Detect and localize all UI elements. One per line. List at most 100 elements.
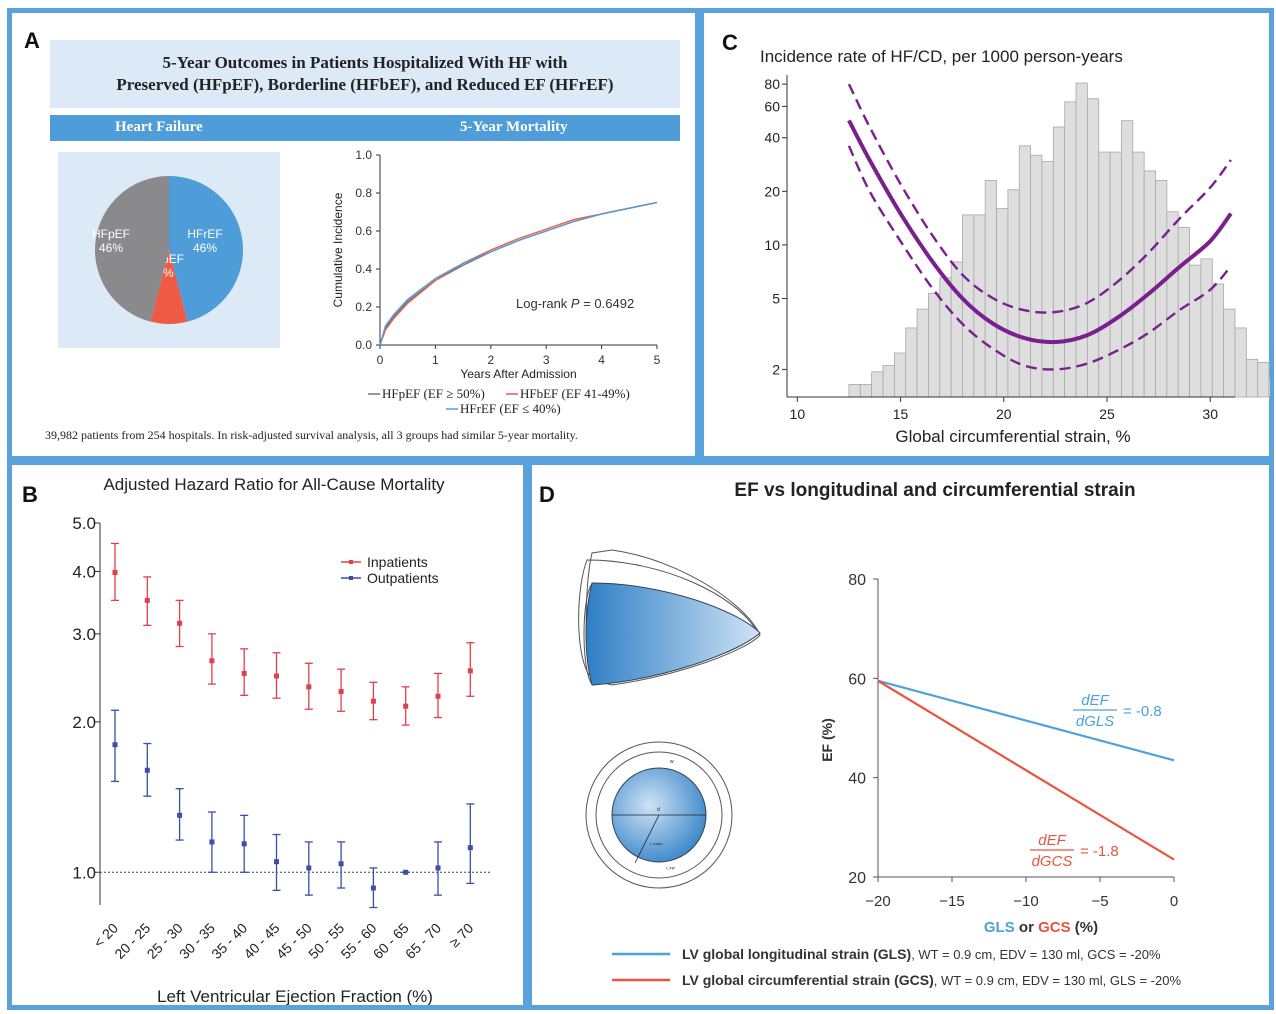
panel-a-header-left: Heart Failure — [115, 119, 203, 135]
c-hist-bar — [1223, 308, 1236, 398]
d-x-tick-label: −20 — [865, 893, 890, 910]
c-hist-bar — [996, 208, 1009, 398]
panel-c-letter: C — [722, 30, 738, 55]
b-point-outpatients — [112, 742, 118, 748]
a-y-tick-label: 0.8 — [355, 186, 372, 200]
c-hist-bar — [1098, 151, 1111, 398]
c-y-tick-label: 10 — [764, 237, 780, 253]
c-y-tick-label: 5 — [772, 291, 780, 307]
c-hist-bar — [973, 214, 986, 398]
d-slope-denominator-0: dGLS — [1076, 713, 1114, 730]
c-hist-bar — [893, 352, 907, 398]
d-slope-denominator-1: dGCS — [1032, 853, 1073, 870]
diameter-label: d — [657, 807, 660, 813]
c-hist-bar — [882, 365, 895, 398]
a-legend-label-2: HFrEF (EF ≤ 40%) — [460, 401, 561, 416]
c-hist-bar — [1086, 98, 1100, 398]
c-hist-bar — [1245, 358, 1259, 398]
c-hist-bar — [1234, 327, 1247, 398]
b-y-tick-label: 2.0 — [72, 713, 96, 732]
b-y-tick-label: 1.0 — [72, 863, 96, 882]
c-hist-bar — [928, 292, 941, 398]
panel-a-letter: A — [24, 28, 40, 53]
panel-b-letter: B — [22, 482, 38, 507]
c-x-tick-label: 10 — [790, 406, 806, 422]
a-y-tick-label: 0.4 — [355, 262, 372, 276]
b-x-axis-label: Left Ventricular Ejection Fraction (%) — [157, 987, 433, 1005]
a-x-tick-label: 5 — [654, 353, 661, 367]
c-x-tick-label: 30 — [1202, 406, 1218, 422]
c-hist-bar — [1189, 264, 1202, 398]
panel-a-title-line2: Preserved (HFpEF), Borderline (HFbEF), a… — [116, 75, 614, 94]
c-hist-bar — [1257, 362, 1270, 398]
a-x-axis-label: Years After Admission — [460, 367, 576, 381]
c-hist-bar — [1166, 211, 1179, 398]
a-legend-label-1: HFbEF (EF 41-49%) — [520, 386, 630, 401]
b-point-inpatients — [274, 673, 279, 679]
d-y-tick-label: 60 — [848, 671, 866, 688]
c-curve-estimate — [847, 119, 1233, 345]
a-y-tick-label: 1.0 — [355, 148, 372, 162]
panel-c-frame — [699, 8, 1274, 461]
panel-a-title: 5-Year Outcomes in Patients Hospitalized… — [50, 40, 680, 108]
c-y-tick-label: 80 — [764, 76, 780, 92]
b-point-outpatients — [370, 885, 376, 891]
c-hist-bar — [848, 384, 861, 398]
b-point-inpatients — [241, 670, 247, 676]
c-hist-bar — [1064, 101, 1077, 398]
d-y-tick-label: 40 — [848, 771, 866, 788]
b-x-tick-label: 65 - 70 — [402, 920, 444, 962]
b-point-outpatients — [177, 812, 183, 818]
pie-label-hfpef: HFpEF — [92, 227, 130, 241]
d-slope-numerator-1: dEF — [1038, 832, 1066, 849]
panel-b-frame — [7, 460, 528, 1010]
b-title: Adjusted Hazard Ratio for All-Cause Mort… — [103, 475, 445, 494]
d-y-tick-label: 80 — [848, 572, 866, 589]
panel-d-letter: D — [539, 482, 555, 507]
b-point-inpatients — [467, 668, 473, 674]
pie-slice-hfref — [169, 176, 243, 322]
c-x-tick-label: 20 — [996, 406, 1012, 422]
d-x-tick-label: −5 — [1091, 893, 1108, 910]
panel-a-footnote: 39,982 patients from 254 hospitals. In r… — [45, 428, 578, 442]
a-series-line-1 — [379, 201, 658, 346]
cumulative-incidence-chart: 0.0 0.2 0.4 0.6 0.8 1.0 0 1 2 3 4 5 Years After Admi… — [331, 148, 661, 416]
d-slope-value-0: = -0.8 — [1123, 703, 1162, 720]
a-y-tick-label: 0.0 — [355, 338, 372, 352]
ventricle-cavity — [585, 582, 761, 686]
c-hist-bar — [984, 179, 997, 398]
c-y-tick-label: 20 — [764, 183, 780, 199]
b-point-inpatients — [306, 684, 312, 690]
c-hist-bar — [1121, 120, 1134, 398]
cross-section-outer — [585, 741, 733, 889]
a-series-line-0 — [379, 201, 658, 346]
c-x-tick-label: 25 — [1099, 406, 1115, 422]
c-hist-bar — [1143, 170, 1156, 398]
c-hist-bar — [1200, 258, 1213, 398]
wall-label: w — [670, 759, 674, 765]
b-point-outpatients — [435, 865, 441, 871]
d-series-line-0 — [877, 679, 1175, 762]
c-hist-bar — [1018, 145, 1032, 398]
d-x-tick-label: 0 — [1170, 893, 1178, 910]
c-hist-bar — [1109, 151, 1122, 398]
c-hist-bar — [871, 371, 884, 398]
panel-a-title-line1: 5-Year Outcomes in Patients Hospitalized… — [162, 53, 568, 72]
c-hist-bar — [950, 261, 963, 398]
a-logrank-annotation: Log-rank P = 0.6492 — [516, 296, 634, 311]
panel-a-header-bar: Heart Failure 5-Year Mortality — [50, 115, 680, 141]
d-x-tick-label: −15 — [939, 893, 964, 910]
d-legend-label-1: LV global circumferential strain (GCS), … — [682, 972, 1181, 988]
b-point-inpatients — [112, 570, 118, 576]
d-slope-numerator-0: dEF — [1081, 692, 1109, 709]
d-x-axis-label: GLS or GCS (%) — [984, 919, 1098, 936]
b-legend-label: Outpatients — [367, 570, 439, 586]
c-hist-bar — [1007, 189, 1020, 398]
b-legend-label: Inpatients — [367, 554, 428, 570]
a-y-tick-label: 0.2 — [355, 300, 372, 314]
b-point-outpatients — [144, 767, 150, 773]
a-x-tick-label: 0 — [377, 353, 384, 367]
b-point-outpatients — [338, 861, 344, 867]
panel-d-frame — [527, 460, 1274, 1010]
